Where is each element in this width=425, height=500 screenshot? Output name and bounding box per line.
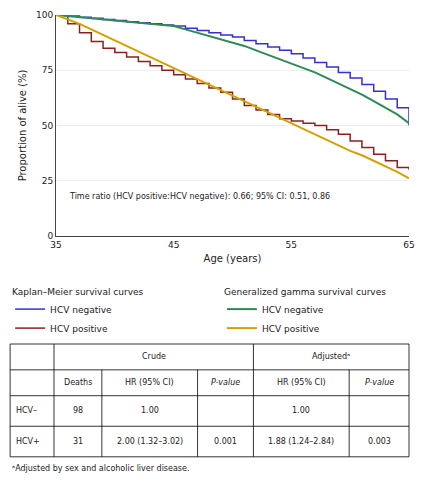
svg-text:2.00 (1.32–3.02): 2.00 (1.32–3.02)	[117, 437, 183, 446]
svg-text:25: 25	[42, 176, 53, 186]
svg-text:Age (years): Age (years)	[204, 253, 262, 264]
svg-text:1.88 (1.24–2.84): 1.88 (1.24–2.84)	[268, 437, 334, 446]
svg-text:Deaths: Deaths	[64, 378, 92, 387]
svg-text:Generalized gamma survival cur: Generalized gamma survival curves	[224, 287, 386, 297]
svg-text:HCV positive: HCV positive	[262, 324, 320, 334]
svg-text:Time ratio (HCV positive:HCV n: Time ratio (HCV positive:HCV negative): …	[69, 192, 330, 201]
svg-text:35: 35	[50, 240, 61, 250]
svg-text:0.001: 0.001	[214, 437, 237, 446]
svg-text:ᵃAdjusted by sex and alcoholic: ᵃAdjusted by sex and alcoholic liver dis…	[12, 464, 190, 473]
svg-text:HCV–: HCV–	[16, 406, 37, 415]
svg-text:98: 98	[73, 406, 83, 415]
svg-text:Proportion of alive (%): Proportion of alive (%)	[17, 69, 28, 181]
svg-text:100: 100	[36, 10, 53, 20]
svg-text:P-value: P-value	[365, 378, 394, 387]
svg-text:0.003: 0.003	[368, 437, 391, 446]
svg-text:1.00: 1.00	[141, 406, 159, 415]
svg-text:31: 31	[73, 437, 83, 446]
svg-text:50: 50	[42, 121, 54, 131]
svg-text:HCV positive: HCV positive	[50, 324, 108, 334]
svg-text:65: 65	[403, 240, 414, 250]
svg-text:HCV+: HCV+	[16, 437, 40, 446]
svg-text:HR (95% CI): HR (95% CI)	[125, 378, 174, 387]
svg-text:HR (95% CI): HR (95% CI)	[277, 378, 326, 387]
svg-text:55: 55	[286, 240, 297, 250]
svg-text:1.00: 1.00	[292, 406, 310, 415]
svg-text:HCV negative: HCV negative	[262, 305, 324, 315]
svg-text:0: 0	[47, 231, 53, 241]
svg-text:75: 75	[42, 65, 53, 75]
svg-text:45: 45	[168, 240, 179, 250]
svg-text:Adjustedᵃ: Adjustedᵃ	[312, 352, 350, 361]
svg-text:P-value: P-value	[211, 378, 240, 387]
svg-text:Kaplan–Meier survival curves: Kaplan–Meier survival curves	[12, 287, 143, 297]
svg-text:Crude: Crude	[142, 352, 166, 361]
svg-text:HCV negative: HCV negative	[50, 305, 112, 315]
